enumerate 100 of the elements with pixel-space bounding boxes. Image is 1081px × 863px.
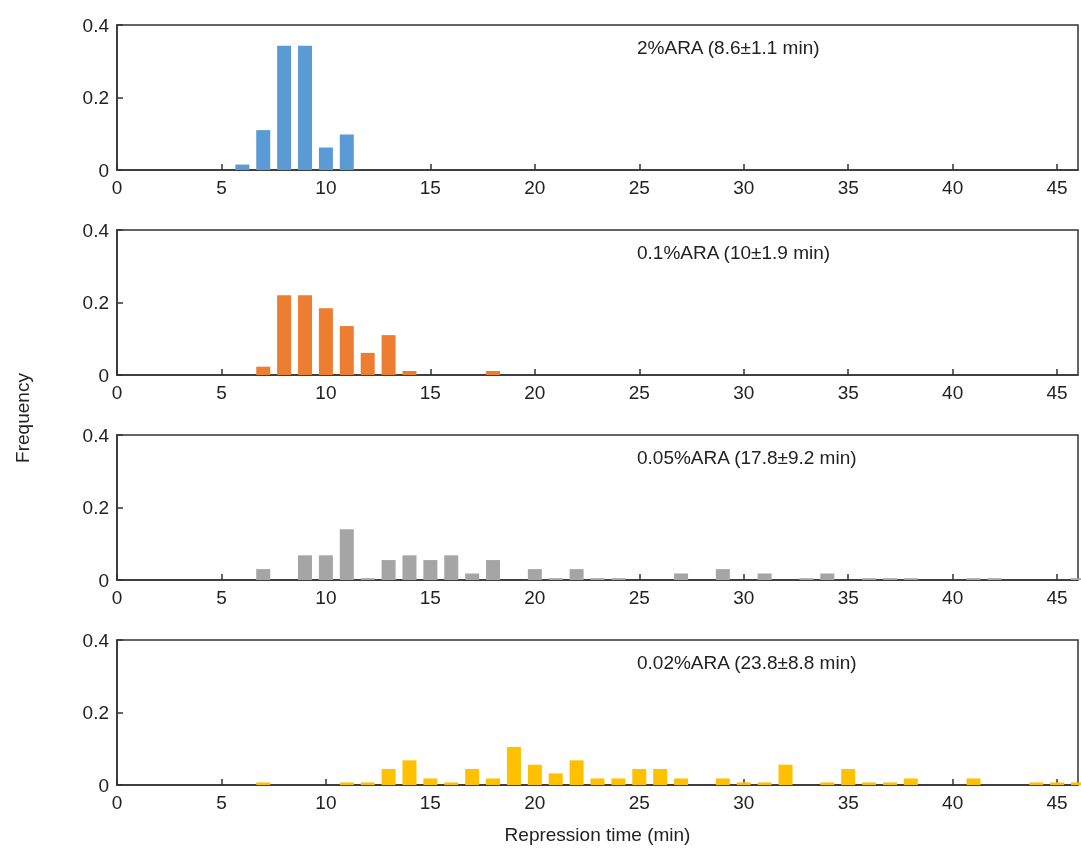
bar [444, 555, 459, 580]
bar [444, 782, 459, 785]
bar [757, 782, 772, 785]
bar [381, 335, 396, 375]
x-tick-label: 45 [1046, 382, 1068, 403]
bar [360, 782, 375, 785]
bar [381, 769, 396, 785]
bar [632, 769, 647, 785]
x-tick-label: 35 [837, 792, 859, 813]
bar [506, 746, 521, 785]
x-tick-label: 40 [942, 382, 964, 403]
x-tick-label: 35 [837, 587, 859, 608]
bar [318, 555, 333, 580]
y-tick-label: 0.4 [82, 424, 110, 446]
bar [1050, 782, 1065, 785]
y-tick-label: 0.4 [82, 219, 110, 241]
x-tick-label: 20 [524, 177, 546, 198]
x-tick-label: 30 [733, 587, 755, 608]
bar [465, 573, 480, 580]
x-tick-label: 25 [628, 382, 650, 403]
bar [298, 45, 313, 170]
x-tick-label: 10 [315, 177, 337, 198]
bar [653, 769, 668, 785]
annotation: 0.1%ARA (10±1.9 min) [637, 242, 831, 263]
y-tick-label: 0 [98, 159, 109, 181]
bar [527, 764, 542, 785]
x-tick-label: 30 [733, 382, 755, 403]
x-tick-label: 0 [111, 587, 123, 608]
bar [423, 778, 438, 785]
bar [757, 573, 772, 580]
bar [256, 130, 271, 170]
bar [611, 778, 626, 785]
x-tick-label: 15 [419, 177, 441, 198]
y-tick-label: 0.2 [82, 497, 109, 518]
x-tick-label: 45 [1046, 792, 1068, 813]
bar [402, 760, 417, 785]
x-tick-label: 40 [942, 792, 964, 813]
bar [548, 773, 563, 785]
x-tick-label: 15 [419, 792, 441, 813]
bar [736, 782, 751, 785]
y-tick-label: 0 [98, 364, 109, 386]
bar [298, 555, 313, 580]
bar [966, 778, 981, 785]
x-tick-label: 40 [942, 177, 964, 198]
bar [339, 326, 354, 375]
x-tick-label: 5 [216, 382, 227, 403]
bar [569, 760, 584, 785]
bar [339, 134, 354, 170]
bar [339, 782, 354, 785]
bar [1029, 782, 1044, 785]
x-tick-label: 40 [942, 587, 964, 608]
bar [256, 782, 271, 785]
y-tick-label: 0.4 [82, 629, 110, 651]
x-tick-label: 10 [315, 382, 337, 403]
x-tick-label: 5 [216, 587, 227, 608]
annotation: 0.05%ARA (17.8±9.2 min) [637, 447, 857, 468]
x-tick-label: 25 [628, 587, 650, 608]
x-tick-label: 20 [524, 382, 546, 403]
bar [318, 147, 333, 170]
bar [277, 45, 292, 170]
bar [235, 164, 250, 170]
bar [486, 560, 501, 580]
bar [381, 560, 396, 580]
x-tick-label: 35 [837, 382, 859, 403]
x-tick-label: 20 [524, 587, 546, 608]
bar [360, 352, 375, 375]
annotation: 0.02%ARA (23.8±8.8 min) [637, 652, 857, 673]
bar [841, 769, 856, 785]
x-tick-label: 15 [419, 382, 441, 403]
bar [402, 555, 417, 580]
y-tick-label: 0.2 [82, 292, 109, 313]
bar [903, 778, 918, 785]
x-tick-label: 30 [733, 792, 755, 813]
bar [820, 573, 835, 580]
bar [465, 769, 480, 785]
x-tick-label: 35 [837, 177, 859, 198]
y-tick-label: 0.4 [82, 14, 110, 36]
y-tick-label: 0.2 [82, 702, 109, 723]
x-tick-label: 45 [1046, 177, 1068, 198]
x-tick-label: 10 [315, 587, 337, 608]
x-tick-label: 25 [628, 177, 650, 198]
y-axis-title: Frequency [12, 373, 34, 463]
y-tick-label: 0 [98, 774, 109, 796]
x-tick-label: 25 [628, 792, 650, 813]
x-tick-label: 5 [216, 177, 227, 198]
annotation: 2%ARA (8.6±1.1 min) [637, 37, 820, 58]
bar [402, 371, 417, 375]
x-tick-label: 0 [111, 177, 123, 198]
bar [590, 778, 605, 785]
x-tick-label: 45 [1046, 587, 1068, 608]
bar [820, 782, 835, 785]
bar [256, 569, 271, 580]
x-tick-label: 20 [524, 792, 546, 813]
bar [486, 371, 501, 375]
bar [298, 295, 313, 375]
bar [486, 778, 501, 785]
bar [256, 366, 271, 375]
bar [318, 308, 333, 375]
bar [778, 764, 793, 785]
y-tick-label: 0 [98, 569, 109, 591]
